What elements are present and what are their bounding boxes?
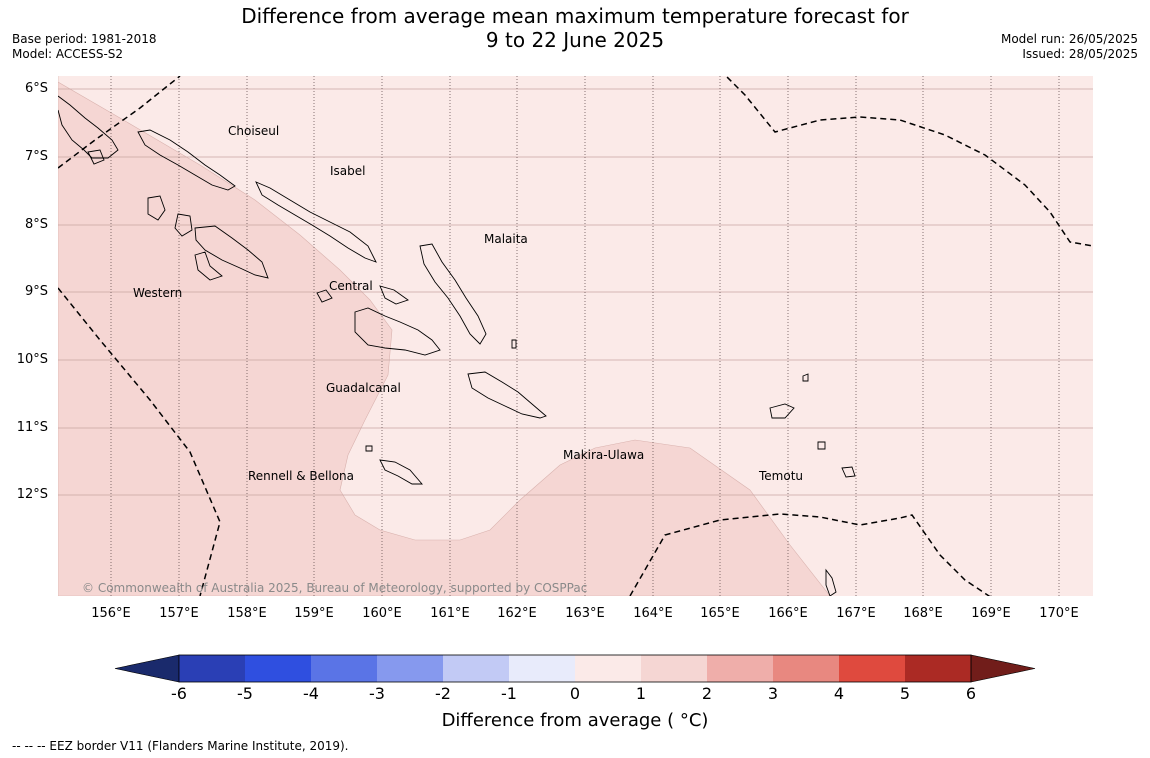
lon-label: 164°E [633, 606, 673, 621]
region-label-temotu: Temotu [759, 469, 804, 483]
lon-label: 168°E [903, 606, 943, 621]
island-utupua [817, 441, 826, 450]
colorbar-segment [443, 655, 509, 682]
lon-label: 170°E [1039, 606, 1079, 621]
lat-label: 7°S [24, 149, 48, 164]
lon-label: 163°E [565, 606, 605, 621]
region-label-malaita: Malaita [484, 232, 528, 246]
island-torres [825, 568, 837, 596]
colorbar-segment [311, 655, 377, 682]
island-choiseul [137, 129, 236, 191]
issued-text: Issued: 28/05/2025 [1022, 47, 1138, 61]
colorbar-segment [707, 655, 773, 682]
lat-label: 6°S [24, 81, 48, 96]
model-run-text: Model run: 26/05/2025 [1000, 32, 1138, 46]
colorbar-tick: 1 [635, 684, 647, 703]
island-savo [316, 289, 333, 303]
copyright-text: © Commonwealth of Australia 2025, Bureau… [82, 581, 588, 595]
island-ulawa [511, 339, 517, 349]
colorbar-tick: -4 [303, 684, 319, 703]
island-santa-cruz [769, 403, 795, 419]
island-reef-islands [802, 373, 809, 382]
lat-label: 8°S [24, 217, 48, 232]
lon-label: 160°E [362, 606, 402, 621]
lon-label: 169°E [971, 606, 1011, 621]
island-rendova [194, 251, 223, 281]
lon-label: 157°E [159, 606, 199, 621]
colorbar-segment [905, 655, 971, 682]
colorbar-tick: -5 [237, 684, 253, 703]
colorbar-tick: 0 [569, 684, 581, 703]
island-vella-lavella [147, 195, 166, 221]
colorbar-segment [377, 655, 443, 682]
lon-label: 165°E [700, 606, 740, 621]
colorbar-tick: -6 [171, 684, 187, 703]
lon-label: 161°E [430, 606, 470, 621]
colorbar-segment [245, 655, 311, 682]
colorbar-min-arrow [114, 654, 180, 683]
colorbar-tick: -2 [435, 684, 451, 703]
eez-border-lines [58, 76, 1093, 596]
region-label-rennell-bellona: Rennell & Bellona [248, 469, 355, 483]
lat-label: 12°S [16, 487, 48, 502]
map-title-line1: Difference from average mean maximum tem… [241, 4, 909, 28]
model-text: Model: ACCESS-S2 [12, 47, 124, 61]
region-label-western: Western [133, 286, 183, 300]
lon-label: 159°E [294, 606, 334, 621]
region-label-makira-ulawa: Makira-Ulawa [563, 448, 645, 462]
island-shortland [87, 149, 105, 165]
colorbar-max-arrow [970, 654, 1036, 683]
lon-label: 167°E [836, 606, 876, 621]
lat-label: 9°S [24, 284, 48, 299]
colorbar-segment [179, 655, 245, 682]
colorbar-segment [839, 655, 905, 682]
colorbar-tick: 5 [899, 684, 911, 703]
island-guadalcanal [354, 307, 441, 356]
colorbar-tick: 2 [701, 684, 713, 703]
colorbar-segment [575, 655, 641, 682]
colorbar-tick: 3 [767, 684, 779, 703]
region-label-guadalcanal: Guadalcanal [326, 381, 401, 395]
region-label-choiseul: Choiseul [228, 124, 280, 138]
base-period-text: Base period: 1981-2018 [12, 32, 157, 46]
island-florida [379, 285, 409, 305]
island-kolombangara [174, 213, 193, 237]
colorbar-tick: -1 [501, 684, 517, 703]
map-title-line2: 9 to 22 June 2025 [485, 28, 665, 52]
colorbar-tick: 4 [833, 684, 845, 703]
colorbar-tick: -3 [369, 684, 385, 703]
region-label-central: Central [329, 279, 373, 293]
colorbar-tick: 6 [965, 684, 977, 703]
island-rennell [379, 459, 423, 485]
colorbar [114, 654, 1036, 683]
lon-label: 162°E [497, 606, 537, 621]
island-outlines [58, 95, 856, 596]
island-makira [467, 371, 547, 419]
island-malaita [419, 243, 487, 345]
region-label-isabel: Isabel [330, 164, 366, 178]
island-isabel [255, 181, 377, 263]
lat-label: 11°S [16, 420, 48, 435]
lon-label: 158°E [227, 606, 267, 621]
lon-label: 166°E [768, 606, 808, 621]
colorbar-title: Difference from average ( °C) [441, 710, 709, 731]
colorbar-segment [509, 655, 575, 682]
island-vanikoro [841, 466, 856, 478]
colorbar-segment [773, 655, 839, 682]
island-new-georgia [194, 225, 269, 279]
colorbar-segment [641, 655, 707, 682]
island-bellona [365, 445, 373, 452]
lon-label: 156°E [91, 606, 131, 621]
map-svg [58, 76, 1093, 596]
island-bougainville [58, 95, 119, 159]
eez-legend-note: -- -- -- EEZ border V11 (Flanders Marine… [12, 739, 349, 753]
lat-label: 10°S [16, 352, 48, 367]
latitude-gridlines [58, 88, 1093, 496]
